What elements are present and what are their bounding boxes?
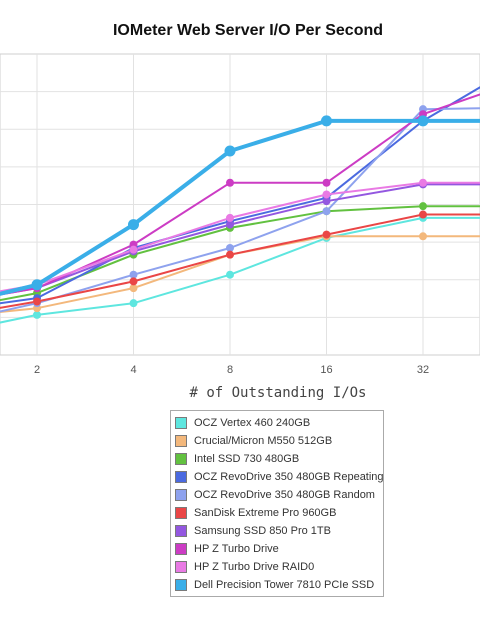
series-point — [322, 230, 331, 239]
legend-swatch — [175, 543, 187, 555]
series-point — [226, 250, 234, 259]
chart-legend: OCZ Vertex 460 240GB Crucial/Micron M550 … — [170, 410, 384, 597]
legend-swatch — [175, 579, 187, 591]
legend-item: OCZ RevoDrive 350 480GB Repeating — [175, 468, 384, 486]
series-point — [322, 178, 331, 187]
series-point — [129, 270, 138, 279]
series-point — [129, 245, 138, 254]
series-point — [129, 284, 138, 293]
x-tick-label: 2 — [34, 364, 40, 376]
legend-item: HP Z Turbo Drive — [175, 540, 383, 558]
legend-item: OCZ RevoDrive 350 480GB Random — [175, 486, 383, 504]
chart-title: IOMeter Web Server I/O Per Second — [113, 22, 383, 39]
legend-item: Samsung SSD 850 Pro 1TB — [175, 522, 383, 540]
legend-label: SanDisk Extreme Pro 960GB — [194, 507, 337, 519]
legend-item: Dell Precision Tower 7810 PCIe SSD — [175, 576, 383, 594]
series-point — [226, 243, 234, 252]
series-line — [0, 213, 480, 309]
series-point — [321, 115, 332, 127]
series-point — [33, 297, 41, 306]
series-point — [226, 178, 234, 187]
series-point — [419, 232, 427, 241]
legend-label: HP Z Turbo Drive — [194, 543, 279, 555]
legend-swatch — [175, 525, 187, 537]
series-point — [129, 277, 138, 286]
legend-swatch — [175, 489, 187, 501]
series-point — [226, 220, 234, 229]
series-point — [419, 210, 427, 219]
legend-swatch — [175, 507, 187, 519]
x-tick-label: 8 — [227, 364, 233, 376]
series-line — [0, 235, 480, 314]
legend-item: HP Z Turbo Drive RAID0 — [175, 558, 383, 576]
x-tick-label: 32 — [417, 364, 429, 376]
legend-item: OCZ Vertex 460 240GB — [175, 414, 383, 432]
legend-swatch — [175, 453, 187, 465]
series-point — [322, 190, 331, 199]
series-point — [33, 310, 41, 319]
series-point — [419, 202, 427, 211]
legend-item: SanDisk Extreme Pro 960GB — [175, 504, 383, 522]
legend-swatch — [175, 435, 187, 447]
series-point — [129, 299, 138, 308]
chart: IOMeter Web Server I/O Per Second 2 4 8 16 3… — [0, 22, 480, 400]
series-point — [224, 145, 236, 157]
series-point — [128, 219, 139, 231]
legend-label: OCZ RevoDrive 350 480GB Random — [194, 489, 375, 501]
series-point — [322, 197, 331, 206]
series-point — [31, 279, 43, 291]
legend-swatch — [175, 471, 187, 483]
legend-label: Intel SSD 730 480GB — [194, 453, 300, 465]
legend-label: HP Z Turbo Drive RAID0 — [194, 561, 315, 573]
legend-swatch — [175, 561, 187, 573]
legend-item: Crucial/Micron M550 512GB — [175, 432, 383, 450]
chart-series-lines — [0, 86, 480, 324]
x-tick-label: 16 — [320, 364, 332, 376]
series-point — [417, 115, 429, 127]
series-point — [226, 270, 234, 279]
series-point — [226, 213, 234, 222]
legend-swatch — [175, 417, 187, 429]
legend-label: OCZ Vertex 460 240GB — [194, 417, 311, 429]
legend-label: OCZ RevoDrive 350 480GB Repeating — [194, 471, 384, 483]
legend-label: Crucial/Micron M550 512GB — [194, 435, 333, 447]
plot-frame — [0, 53, 480, 356]
chart-series-points — [31, 105, 429, 319]
legend-item: Intel SSD 730 480GB — [175, 450, 383, 468]
x-axis-ticks: 2 4 8 16 32 — [34, 364, 429, 376]
legend-label: Dell Precision Tower 7810 PCIe SSD — [194, 579, 375, 591]
series-point — [419, 178, 427, 187]
x-axis-label: # of Outstanding I/Os — [189, 385, 366, 400]
legend-label: Samsung SSD 850 Pro 1TB — [194, 525, 331, 537]
x-tick-label: 4 — [130, 364, 136, 376]
series-point — [322, 207, 331, 216]
